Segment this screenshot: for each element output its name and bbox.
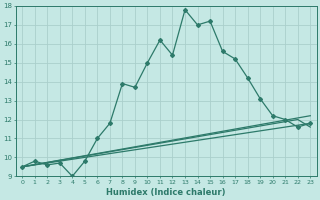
- X-axis label: Humidex (Indice chaleur): Humidex (Indice chaleur): [107, 188, 226, 197]
